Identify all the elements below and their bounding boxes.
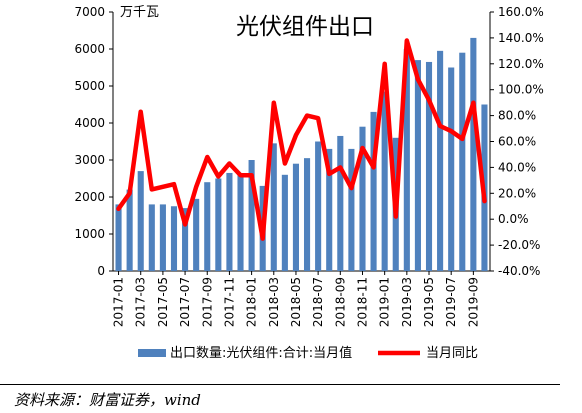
left-tick-label: 2000 [74, 190, 105, 204]
bar-2017-01 [115, 204, 122, 271]
x-tick-label: 2018-01 [245, 277, 259, 327]
right-tick-label: 120.0% [498, 57, 544, 71]
chart-title: 光伏组件出口 [236, 14, 374, 40]
bar-2017-10 [215, 178, 222, 271]
x-tick-label: 2018-09 [333, 277, 347, 327]
x-tick-label: 2019-05 [422, 277, 436, 327]
bar-2017-07 [182, 208, 189, 271]
right-tick-label: 20.0% [498, 186, 536, 200]
left-axis-ticks: 0 1000 2000 3000 4000 5000 6000 7000 [74, 5, 113, 278]
bar-2017-05 [159, 204, 166, 271]
left-tick-label: 6000 [74, 42, 105, 56]
bar-2018-01 [248, 160, 255, 271]
line-series-yoy [116, 38, 487, 241]
footer-rule [0, 384, 560, 385]
bar-2019-08 [459, 52, 466, 272]
x-tick-label: 2019-03 [400, 277, 414, 327]
bar-2019-09 [470, 37, 477, 272]
left-axis-unit: 万千瓦 [120, 5, 159, 20]
bar-2019-06 [437, 50, 444, 271]
bar-2019-07 [448, 67, 455, 271]
bar-2018-05 [292, 163, 300, 271]
bar-2018-07 [315, 141, 322, 271]
right-tick-label: 160.0% [498, 5, 544, 19]
bar-2017-04 [148, 204, 155, 271]
right-tick-label: 100.0% [498, 83, 544, 97]
bar-2018-03 [270, 143, 277, 271]
x-tick-label: 2019-01 [378, 277, 392, 327]
x-tick-label: 2017-09 [200, 277, 214, 327]
x-tick-label: 2018-07 [311, 277, 325, 327]
bar-series-export-volume [115, 37, 488, 272]
bar-2018-09 [337, 135, 344, 271]
x-tick-label: 2017-05 [156, 277, 170, 327]
left-tick-label: 0 [97, 264, 105, 278]
x-tick-label: 2017-01 [112, 277, 126, 327]
legend-line-label: 当月同比 [426, 346, 478, 361]
left-tick-label: 7000 [74, 5, 105, 19]
x-tick-label: 2017-07 [178, 277, 192, 327]
bar-2018-12 [370, 111, 377, 272]
bar-2017-03 [137, 171, 144, 271]
right-axis-ticks: -40.0% -20.0% 0.0% 20.0% 40.0% 60.0% 80.0% 100.… [490, 5, 544, 278]
chart: 0 1000 2000 3000 4000 5000 6000 7000 -40.0% -20.… [74, 5, 544, 361]
x-tick-label: 2017-03 [134, 277, 148, 327]
right-tick-label: 140.0% [498, 31, 544, 45]
axes-frame [112, 12, 491, 272]
x-axis-ticks: 2017-01 2017-03 2017-05 2017-07 2017-09 2017-… [112, 271, 480, 327]
x-tick-label: 2019-07 [444, 277, 458, 327]
bar-2019-04 [414, 60, 421, 271]
bar-2018-06 [303, 158, 311, 271]
left-tick-label: 4000 [74, 116, 105, 130]
right-tick-label: 40.0% [498, 160, 536, 174]
bar-2019-03 [403, 49, 410, 271]
bar-2017-08 [193, 198, 200, 271]
bar-2019-01 [381, 91, 388, 271]
x-tick-label: 2017-11 [222, 277, 236, 327]
bar-2018-11 [359, 126, 366, 271]
source-note: 资料来源：财富证券，wind [14, 391, 201, 409]
bar-2017-11 [226, 172, 233, 271]
bar-2017-12 [237, 174, 244, 271]
legend-bar-swatch [138, 349, 166, 357]
right-tick-label: -40.0% [498, 264, 540, 278]
left-tick-label: 5000 [74, 79, 105, 93]
left-tick-label: 3000 [74, 153, 105, 167]
bar-2017-09 [204, 182, 211, 271]
right-tick-label: 0.0% [498, 212, 529, 226]
bar-2017-06 [170, 206, 178, 271]
legend-bar-label: 出口数量:光伏组件:合计:当月值 [170, 345, 352, 361]
bar-2018-10 [348, 148, 355, 271]
bar-2018-04 [281, 174, 288, 271]
right-tick-label: 60.0% [498, 135, 536, 149]
legend: 出口数量:光伏组件:合计:当月值 当月同比 [138, 345, 478, 361]
x-tick-label: 2018-03 [267, 277, 281, 327]
x-tick-label: 2018-05 [289, 277, 303, 327]
left-tick-label: 1000 [74, 227, 105, 241]
right-tick-label: -20.0% [498, 238, 540, 252]
bar-2017-02 [126, 189, 133, 271]
bar-2019-05 [425, 61, 433, 272]
x-tick-label: 2018-11 [355, 277, 369, 327]
x-tick-label: 2019-09 [466, 277, 480, 327]
right-tick-label: 80.0% [498, 109, 536, 123]
bar-2018-08 [326, 148, 333, 271]
